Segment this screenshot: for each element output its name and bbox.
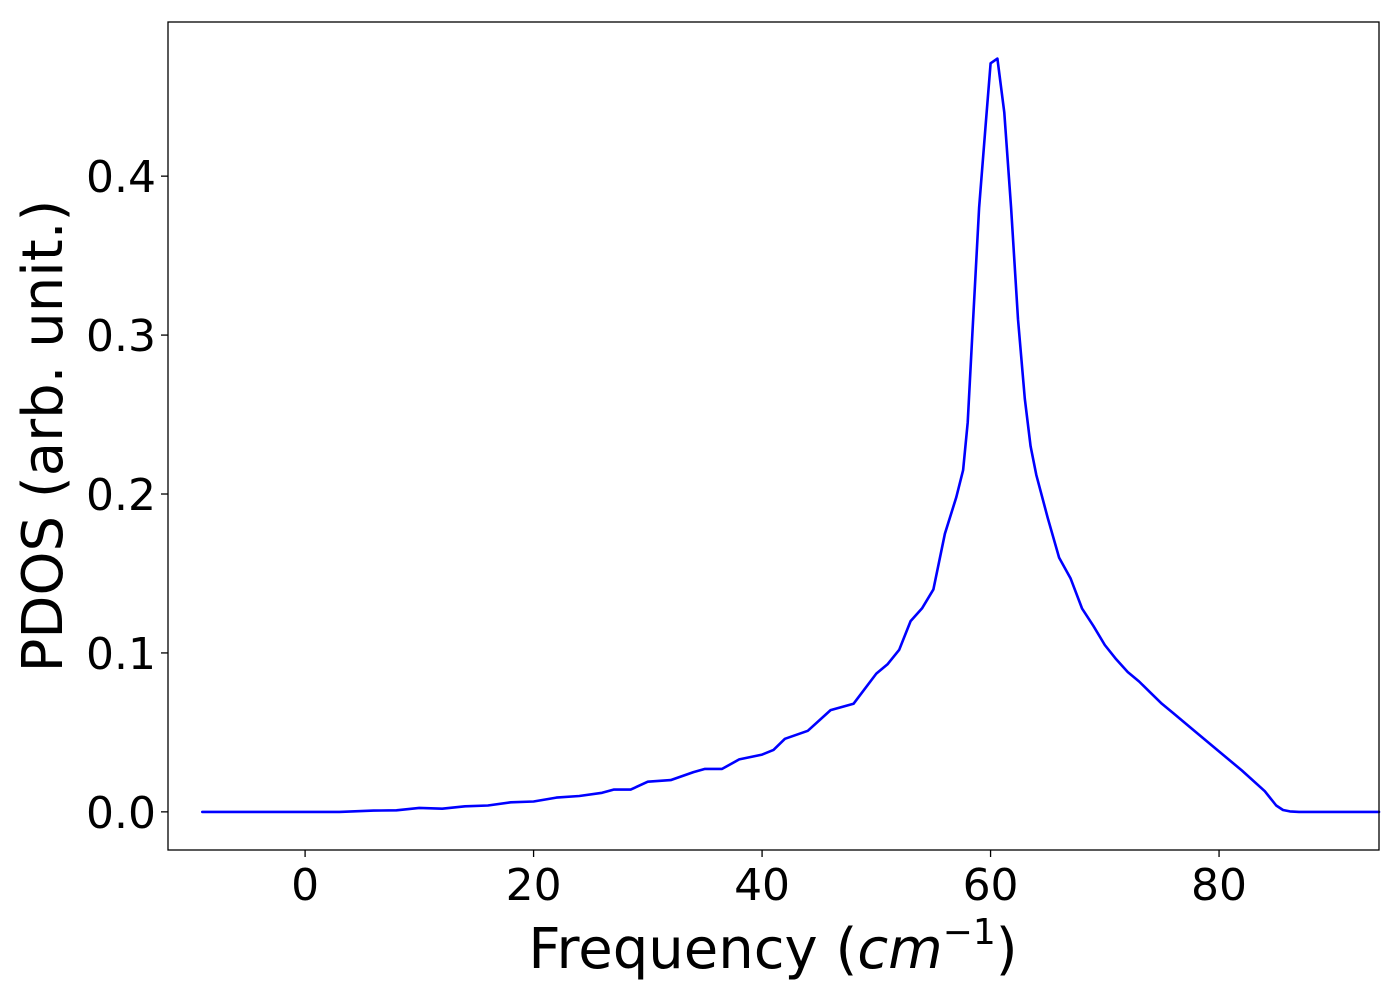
- y-tick-label: 0.1: [86, 629, 156, 680]
- x-tick-label: 80: [1191, 860, 1247, 911]
- x-axis-title: Frequency (cm−1): [528, 912, 1017, 982]
- x-axis-title-close: ): [996, 917, 1018, 982]
- x-tick-label: 0: [291, 860, 319, 911]
- x-axis-title-unit: cm: [857, 917, 942, 982]
- y-tick-label: 0.3: [86, 311, 156, 362]
- plot-frame: [167, 21, 1380, 851]
- x-tick-label: 20: [506, 860, 562, 911]
- x-axis-ticks: 0 20 40 60 80: [291, 850, 1247, 911]
- x-tick-label: 60: [963, 860, 1019, 911]
- y-tick-label: 0.2: [86, 470, 156, 521]
- x-tick-label: 40: [734, 860, 790, 911]
- y-axis-title: PDOS (arb. unit.): [11, 200, 76, 673]
- y-tick-label: 0.4: [86, 152, 156, 203]
- y-axis-ticks: 0.0 0.1 0.2 0.3 0.4: [86, 152, 168, 839]
- x-axis-title-exponent: −1: [943, 912, 996, 953]
- pdos-series-line: [201, 57, 1381, 814]
- y-tick-label: 0.0: [86, 788, 156, 839]
